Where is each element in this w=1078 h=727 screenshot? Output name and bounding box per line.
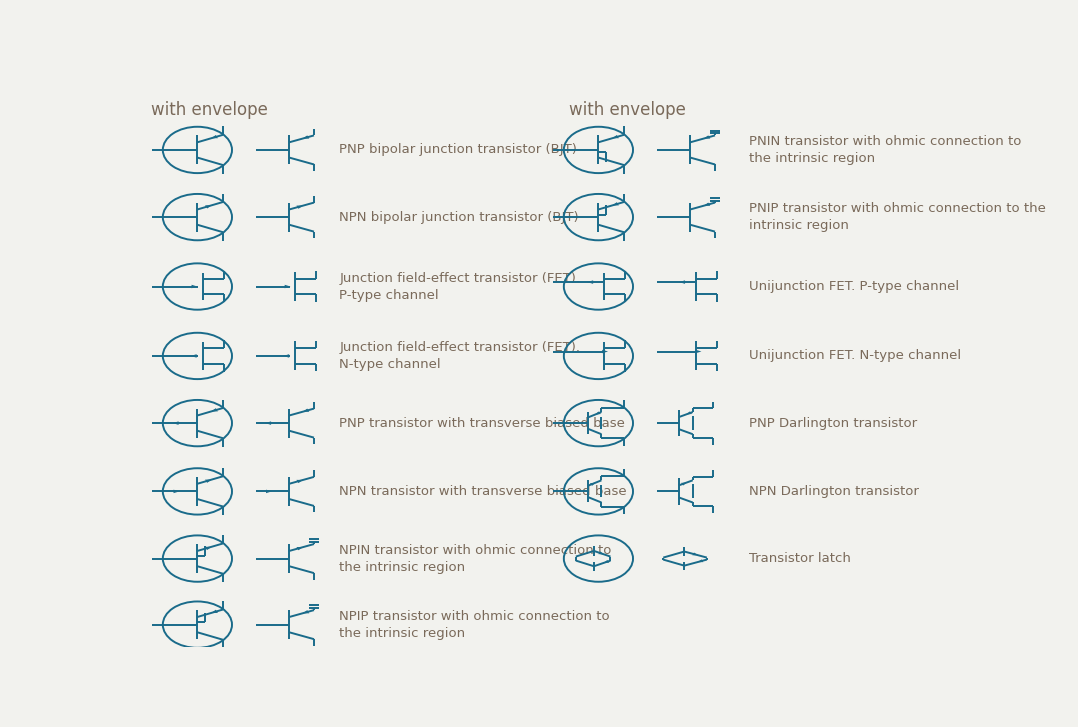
Polygon shape (603, 350, 608, 353)
Text: NPN bipolar junction transistor (BJT): NPN bipolar junction transistor (BJT) (340, 211, 579, 224)
Polygon shape (303, 135, 309, 139)
Text: Unijunction FET. N-type channel: Unijunction FET. N-type channel (749, 350, 960, 363)
Polygon shape (174, 490, 179, 493)
Polygon shape (205, 547, 211, 550)
Polygon shape (612, 202, 619, 206)
Polygon shape (679, 281, 685, 284)
Polygon shape (588, 281, 593, 284)
Polygon shape (704, 135, 710, 139)
Polygon shape (192, 285, 197, 289)
Polygon shape (697, 559, 703, 562)
Polygon shape (211, 610, 218, 613)
Polygon shape (590, 483, 595, 486)
Text: Unijunction FET. P-type channel: Unijunction FET. P-type channel (749, 280, 959, 293)
Polygon shape (604, 560, 609, 563)
Polygon shape (191, 354, 196, 358)
Text: PNP bipolar junction transistor (BJT): PNP bipolar junction transistor (BJT) (340, 143, 578, 156)
Polygon shape (284, 354, 289, 358)
Polygon shape (303, 610, 309, 614)
Text: PNP transistor with transverse biased base: PNP transistor with transverse biased ba… (340, 417, 625, 430)
Polygon shape (296, 547, 303, 550)
Polygon shape (211, 135, 218, 138)
Polygon shape (687, 411, 692, 414)
Polygon shape (692, 553, 697, 555)
Polygon shape (296, 206, 303, 209)
Text: NPIN transistor with ohmic connection to
the intrinsic region: NPIN transistor with ohmic connection to… (340, 544, 612, 574)
Polygon shape (172, 422, 179, 425)
Polygon shape (598, 552, 604, 554)
Polygon shape (265, 422, 271, 425)
Text: NPN transistor with transverse biased base: NPN transistor with transverse biased ba… (340, 485, 627, 498)
Polygon shape (612, 135, 619, 138)
Polygon shape (704, 203, 710, 206)
Polygon shape (266, 490, 272, 493)
Polygon shape (303, 409, 309, 411)
Text: Junction field-effect transistor (FET).
P-type channel: Junction field-effect transistor (FET). … (340, 271, 580, 302)
Text: with envelope: with envelope (569, 101, 686, 119)
Polygon shape (211, 408, 218, 411)
Text: NPN Darlington transistor: NPN Darlington transistor (749, 485, 918, 498)
Polygon shape (205, 205, 211, 209)
Text: with envelope: with envelope (151, 101, 268, 119)
Polygon shape (296, 480, 303, 483)
Text: PNP Darlington transistor: PNP Darlington transistor (749, 417, 917, 430)
Polygon shape (681, 483, 687, 486)
Text: PNIN transistor with ohmic connection to
the intrinsic region: PNIN transistor with ohmic connection to… (749, 135, 1021, 165)
Polygon shape (285, 285, 290, 289)
Polygon shape (595, 411, 600, 414)
Text: NPIP transistor with ohmic connection to
the intrinsic region: NPIP transistor with ohmic connection to… (340, 610, 610, 640)
Text: PNIP transistor with ohmic connection to the
intrinsic region: PNIP transistor with ohmic connection to… (749, 202, 1046, 232)
Polygon shape (695, 350, 702, 353)
Text: Transistor latch: Transistor latch (749, 552, 851, 565)
Text: Junction field-effect transistor (FET).
N-type channel: Junction field-effect transistor (FET). … (340, 341, 580, 371)
Polygon shape (205, 480, 211, 483)
